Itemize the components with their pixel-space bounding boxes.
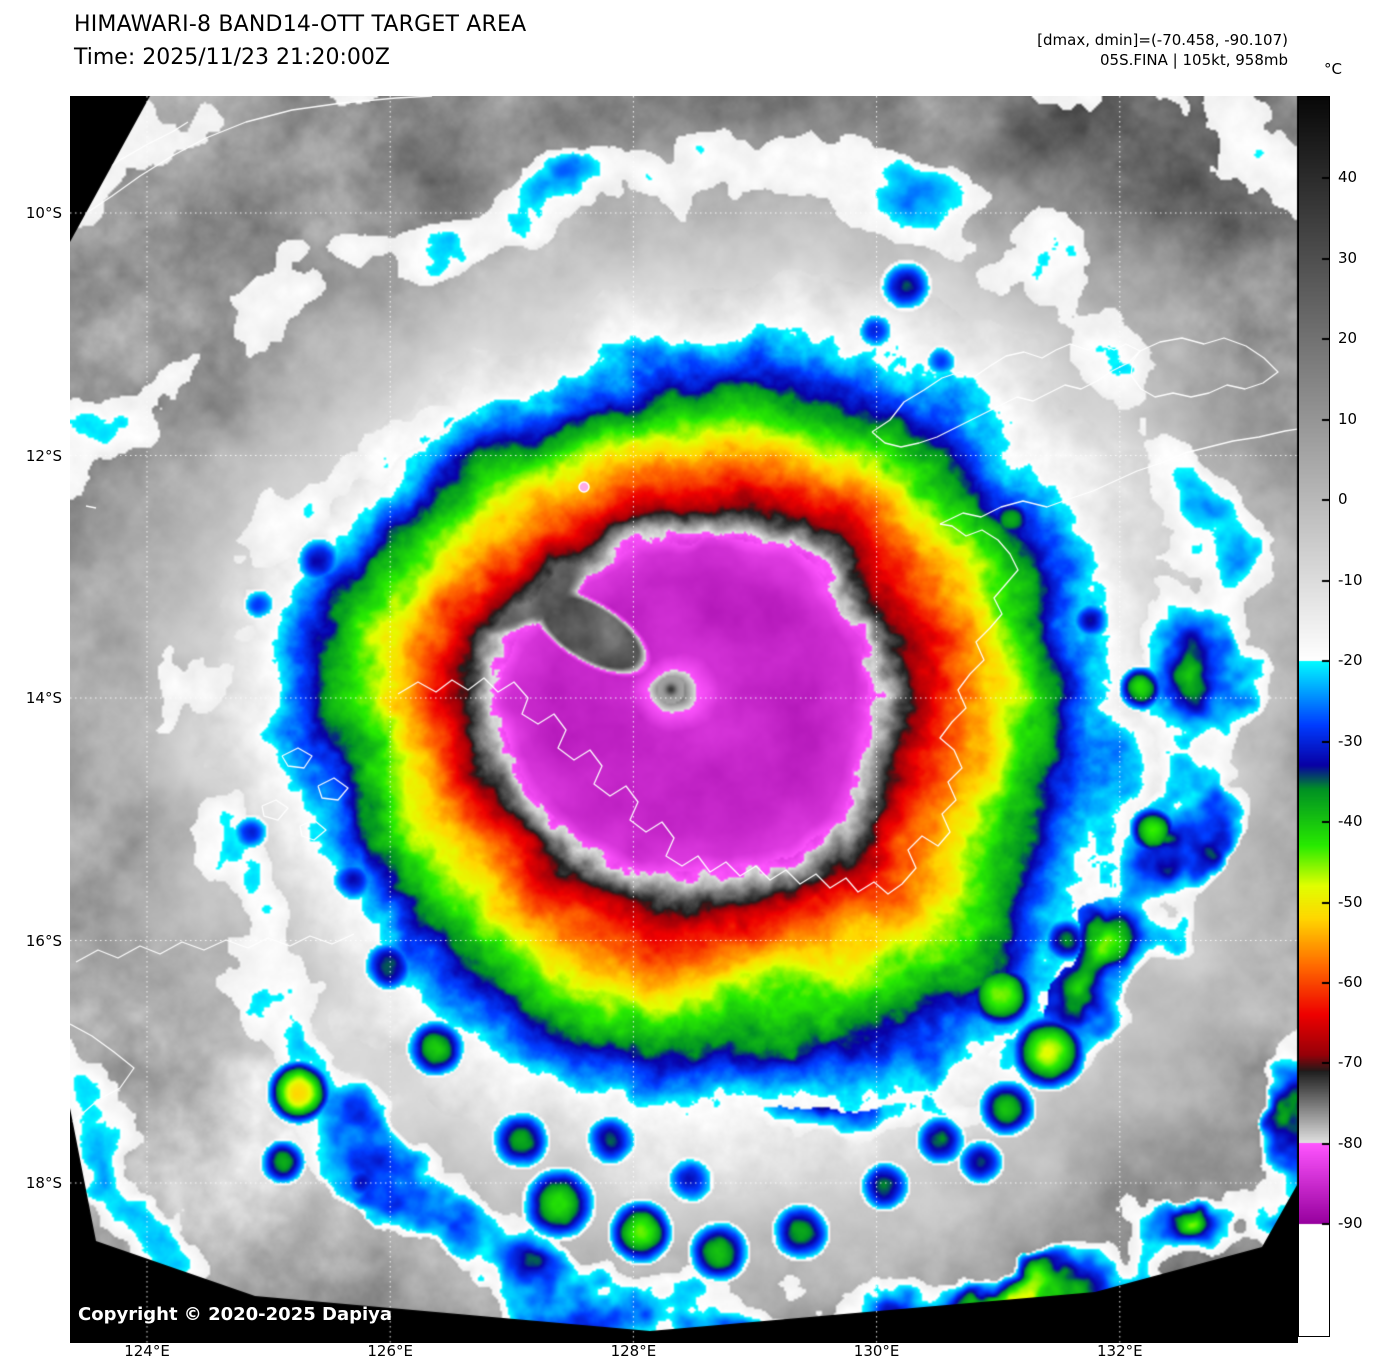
lon-tick-label: 126°E — [367, 1342, 413, 1359]
lat-tick-label: 14°S — [25, 689, 62, 707]
copyright-label: Copyright © 2020-2025 Dapiya — [78, 1304, 393, 1325]
colorbar-tick-label: -70 — [1338, 1053, 1363, 1072]
colorbar-tick-label: 40 — [1338, 168, 1358, 187]
colorbar-tick-label: 20 — [1338, 329, 1358, 348]
colorbar-tick-label: -10 — [1338, 570, 1363, 589]
header-annotations: [dmax, dmin]=(-70.458, -90.107) 05S.FINA… — [1037, 30, 1288, 70]
lon-tick-label: 124°E — [124, 1342, 170, 1359]
lat-tick-label: 18°S — [25, 1174, 62, 1192]
colorbar-tick-label: -30 — [1338, 731, 1363, 750]
colorbar-tick-label: -20 — [1338, 651, 1363, 670]
colorbar-tick-label: 0 — [1338, 490, 1348, 509]
colorbar-tick-label: 30 — [1338, 248, 1358, 267]
colorbar-tick-label: -40 — [1338, 812, 1363, 831]
colorbar-tick-label: -80 — [1338, 1133, 1363, 1152]
colorbar-gradient — [1298, 96, 1330, 1337]
colorbar-unit-label: °C — [1324, 60, 1342, 78]
lon-tick-label: 130°E — [853, 1342, 900, 1359]
lat-tick-label: 10°S — [25, 204, 62, 222]
time-label: Time: 2025/11/23 21:20:00Z — [74, 45, 390, 70]
satellite-map-image — [70, 96, 1298, 1343]
colorbar-tick-label: -60 — [1338, 973, 1363, 991]
lon-tick-label: 132°E — [1096, 1342, 1143, 1359]
lat-tick-label: 12°S — [25, 446, 62, 465]
dmax-dmin-annotation: [dmax, dmin]=(-70.458, -90.107) — [1037, 31, 1288, 49]
colorbar-tick-label: -50 — [1338, 892, 1363, 911]
storm-info-annotation: 05S.FINA | 105kt, 958mb — [1100, 51, 1288, 69]
lon-tick-label: 128°E — [610, 1342, 657, 1359]
colorbar-tick-label: 10 — [1338, 409, 1358, 428]
lat-tick-label: 16°S — [25, 931, 62, 950]
page-title: HIMAWARI-8 BAND14-OTT TARGET AREA — [74, 12, 527, 37]
colorbar-tick-label: -90 — [1338, 1214, 1363, 1233]
